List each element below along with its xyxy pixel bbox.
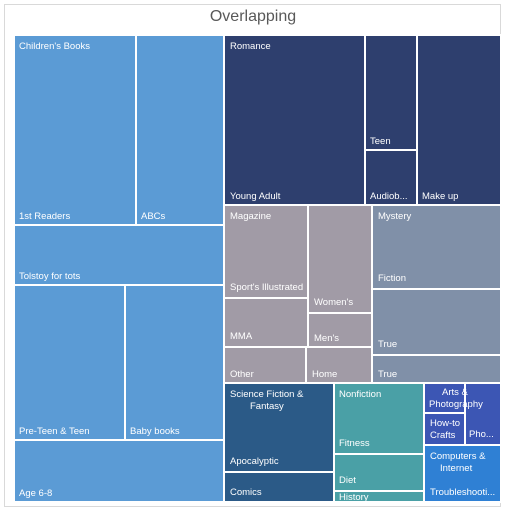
treemap-group-nonfiction xyxy=(333,382,425,503)
treemap-label: Young Adult xyxy=(230,191,281,202)
treemap-label: Fitness xyxy=(339,438,370,449)
treemap-label: Other xyxy=(230,369,254,380)
treemap-label: True xyxy=(378,339,397,350)
treemap-label: Audiob... xyxy=(370,191,408,202)
treemap-label: 1st Readers xyxy=(19,211,70,222)
treemap-label: ABCs xyxy=(141,211,166,222)
treemap-label: Teen xyxy=(370,136,391,147)
treemap-label: Children's Books xyxy=(19,41,90,52)
treemap-group-magazine xyxy=(223,204,373,384)
treemap-label: Men's xyxy=(314,333,339,344)
treemap-group-romance xyxy=(223,34,502,206)
treemap-label: Magazine xyxy=(230,211,271,222)
treemap-label: MMA xyxy=(230,331,253,342)
treemap-label: History xyxy=(339,492,369,503)
treemap-label: How-to Crafts xyxy=(430,418,460,441)
treemap-label: Arts & Photography xyxy=(429,387,483,410)
treemap-label: Sport's Illustrated xyxy=(230,282,303,293)
treemap-label: Pre-Teen & Teen xyxy=(19,426,90,437)
treemap-label: Tolstoy for tots xyxy=(19,271,80,282)
treemap-label: Mystery xyxy=(378,211,412,222)
treemap-label: Baby books xyxy=(130,426,180,437)
treemap-label: Home xyxy=(312,369,337,380)
treemap-label: Diet xyxy=(339,475,356,486)
treemap-label: Computers & Internet xyxy=(430,451,486,474)
treemap-label: Apocalyptic xyxy=(230,456,279,467)
treemap-label: Pho... xyxy=(469,429,494,440)
treemap-label: Troubleshooti... xyxy=(430,487,495,498)
treemap-label: Make up xyxy=(422,191,458,202)
treemap-label: Science Fiction & Fantasy xyxy=(230,389,304,412)
treemap-label: True xyxy=(378,369,397,380)
treemap-label: Age 6-8 xyxy=(19,488,52,499)
treemap-label: Women's xyxy=(314,297,353,308)
treemap-label: Fiction xyxy=(378,273,406,284)
plot-area xyxy=(13,34,502,503)
treemap-label: Nonfiction xyxy=(339,389,381,400)
treemap-label: Comics xyxy=(230,487,262,498)
treemap-label: Romance xyxy=(230,41,271,52)
treemap-group-mystery xyxy=(371,204,502,384)
chart-title: Overlapping xyxy=(209,8,297,25)
